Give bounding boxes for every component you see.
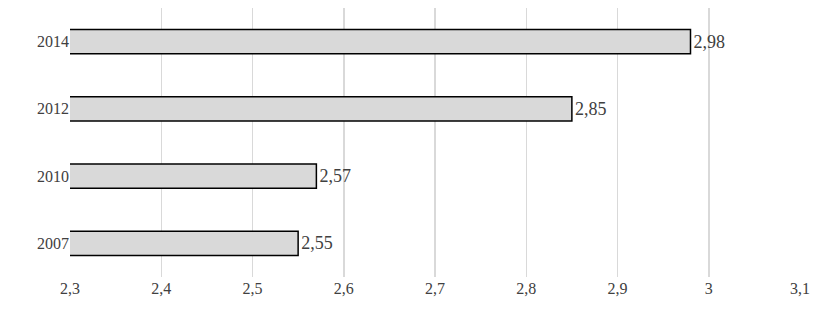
svg-text:2007: 2007	[37, 235, 69, 252]
svg-text:2,5: 2,5	[243, 280, 263, 297]
svg-text:2,4: 2,4	[151, 280, 171, 297]
svg-text:2010: 2010	[37, 168, 69, 185]
svg-text:2,3: 2,3	[60, 280, 80, 297]
svg-text:2,55: 2,55	[301, 233, 333, 253]
svg-text:2,57: 2,57	[319, 166, 351, 186]
svg-text:2,6: 2,6	[334, 280, 354, 297]
svg-text:2,7: 2,7	[425, 280, 445, 297]
svg-text:2,98: 2,98	[694, 32, 726, 52]
svg-text:2,85: 2,85	[575, 99, 607, 119]
svg-text:2012: 2012	[37, 100, 69, 117]
svg-text:2,9: 2,9	[608, 280, 628, 297]
svg-text:2,8: 2,8	[516, 280, 536, 297]
svg-text:3: 3	[705, 280, 713, 297]
svg-text:3,1: 3,1	[790, 280, 810, 297]
svg-text:2014: 2014	[37, 33, 69, 50]
